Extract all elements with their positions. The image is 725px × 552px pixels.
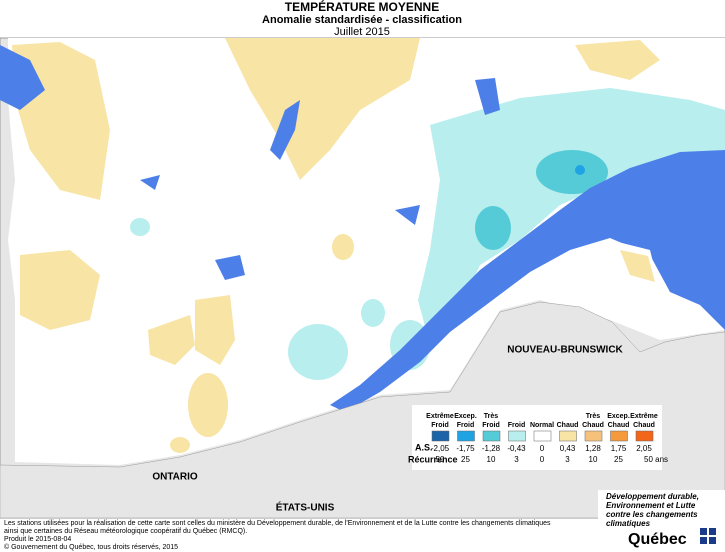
legend-recurrence: 0 <box>540 455 545 464</box>
legend-swatch <box>457 430 475 442</box>
logo-tagline: Développement durable, <box>606 492 699 501</box>
legend-as-value: 1,75 <box>611 444 627 453</box>
legend-as-value: 0 <box>540 444 545 453</box>
footer-produced: Produit le 2015-08-04 <box>4 536 71 543</box>
region-label: NOUVEAU-BRUNSWICK <box>507 345 623 356</box>
footer-note: Les stations utilisées pour la réalisati… <box>4 520 551 527</box>
warm-area <box>332 234 354 260</box>
warm-area <box>148 315 195 365</box>
legend-swatch <box>508 430 526 442</box>
legend-as-value: -2,05 <box>431 444 450 453</box>
legend-recurrence: 10 <box>589 455 598 464</box>
warm-area <box>575 40 660 80</box>
warm-area <box>620 250 655 282</box>
map: NOUVEAU-BRUNSWICK ONTARIO ÉTATS-UNIS <box>0 37 725 519</box>
legend-recurrence: 25 <box>614 455 623 464</box>
warm-area <box>225 38 420 180</box>
cool-area <box>288 324 348 380</box>
cold-area <box>475 206 511 250</box>
legend-class-label: Chaud <box>582 422 604 429</box>
cool-area <box>418 88 725 345</box>
legend-class-label: Froid <box>508 422 526 429</box>
footer-copyright: © Gouvernement du Québec, tous droits ré… <box>4 543 178 551</box>
legend-swatch <box>584 430 603 442</box>
legend-recurrence: 10 <box>487 455 496 464</box>
logo-tagline: climatiques <box>606 519 651 528</box>
period: Juillet 2015 <box>334 26 390 38</box>
legend-as-value: 2,05 <box>636 444 652 453</box>
legend-as-value: 0,43 <box>560 444 576 453</box>
legend-recurrence: 25 <box>461 455 470 464</box>
cool-area <box>361 299 385 327</box>
legend-swatch <box>635 430 654 442</box>
legend-class-label: Extrême <box>426 413 454 420</box>
logo-flag <box>709 528 716 535</box>
legend-row-label: A.S. <box>415 442 433 452</box>
legend-recurrence: 3 <box>565 455 570 464</box>
legend-swatch <box>559 430 577 442</box>
legend-row-label: Récurrence <box>408 454 458 464</box>
legend-swatch <box>610 430 628 442</box>
subtitle: Anomalie standardisée - classification <box>262 14 462 26</box>
legend-as-value: -1,75 <box>456 444 475 453</box>
logo-tagline: Environnement et Lutte <box>606 501 696 510</box>
cool-area <box>130 218 150 236</box>
legend-as-value: -1,28 <box>482 444 501 453</box>
legend-class-label: Très <box>484 413 499 420</box>
legend-recurrence: 50 ans <box>644 455 668 464</box>
footer-note: ainsi que certaines du Réseau météorolog… <box>4 528 247 535</box>
legend-class-label: Froid <box>431 422 449 429</box>
cold-area <box>536 150 608 194</box>
warm-area <box>20 250 100 330</box>
logo: Développement durable, Environnement et … <box>598 490 725 552</box>
legend-as-value: 1,28 <box>585 444 601 453</box>
region-label: ÉTATS-UNIS <box>276 501 335 514</box>
legend-class-label: Très <box>586 413 601 420</box>
warm-area <box>195 295 235 365</box>
warm-area <box>170 437 190 453</box>
legend-class-label: Normal <box>530 422 554 429</box>
legend-swatch <box>533 430 552 442</box>
legend-class-label: Excep. <box>607 413 630 420</box>
legend: A.S. Récurrence ExtrêmeFroidExcep.FroidT… <box>408 405 668 470</box>
legend-class-label: Extrême <box>630 413 658 420</box>
legend-recurrence: 3 <box>514 455 519 464</box>
logo-flag <box>700 528 707 535</box>
legend-class-label: Chaud <box>633 422 655 429</box>
legend-swatch <box>431 430 450 442</box>
logo-flag <box>709 537 716 544</box>
legend-class-label: Froid <box>482 422 500 429</box>
legend-class-label: Chaud <box>608 422 630 429</box>
legend-swatch <box>482 430 501 442</box>
footer: Les stations utilisées pour la réalisati… <box>4 520 551 551</box>
legend-class-label: Froid <box>457 422 475 429</box>
title: TEMPÉRATURE MOYENNE <box>285 0 439 14</box>
st-lawrence <box>330 150 725 412</box>
region-label: ONTARIO <box>152 472 198 483</box>
logo-flag <box>700 537 707 544</box>
legend-as-value: -0,43 <box>507 444 526 453</box>
logo-name: Québec <box>628 531 687 548</box>
james-bay <box>0 45 45 110</box>
warm-area <box>188 373 228 437</box>
very-cold-area <box>575 165 585 175</box>
legend-class-label: Excep. <box>454 413 477 420</box>
legend-recurrence: 50 <box>436 455 445 464</box>
logo-tagline: contre les changements <box>606 510 698 519</box>
legend-class-label: Chaud <box>557 422 579 429</box>
